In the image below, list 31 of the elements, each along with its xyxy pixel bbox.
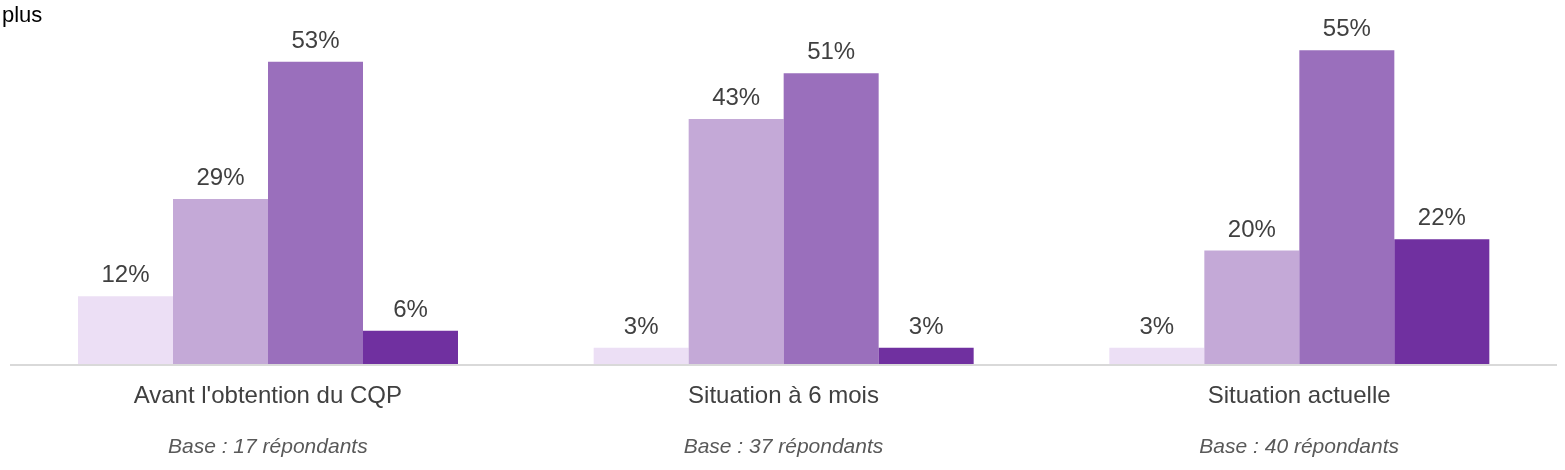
data-label: 3%: [1139, 311, 1175, 339]
data-label: 12%: [101, 260, 150, 288]
data-label: 43%: [712, 82, 761, 110]
data-label: 3%: [908, 311, 944, 339]
data-label: 22%: [1417, 203, 1466, 231]
text: Base : 40 répondants: [1199, 434, 1400, 457]
bar: [1299, 50, 1395, 365]
bar: [173, 199, 268, 365]
data-label: 29%: [196, 163, 245, 191]
data-label: 6%: [393, 294, 428, 322]
bar: [1109, 347, 1205, 365]
text: Base : 37 répondants: [683, 434, 884, 457]
text: plus: [2, 2, 43, 28]
bar: [593, 347, 689, 365]
data-label: 20%: [1227, 214, 1276, 242]
bar: [688, 118, 784, 365]
x-tick-label: Avant l'obtention du CQP: [133, 381, 402, 408]
bar: [1394, 239, 1490, 365]
bar: [783, 73, 879, 365]
bar: [878, 347, 974, 365]
text: Base : 17 répondants: [168, 434, 369, 457]
bar: [78, 296, 173, 365]
x-tick-label: Situation à 6 mois: [688, 381, 879, 408]
x-tick-label: Situation actuelle: [1207, 381, 1391, 408]
data-label: 55%: [1322, 14, 1371, 42]
data-label: 51%: [807, 37, 856, 65]
data-label: 53%: [291, 25, 340, 53]
bar: [1204, 250, 1300, 365]
data-label: 3%: [623, 311, 659, 339]
bar: [268, 61, 363, 365]
bar: [363, 330, 458, 365]
